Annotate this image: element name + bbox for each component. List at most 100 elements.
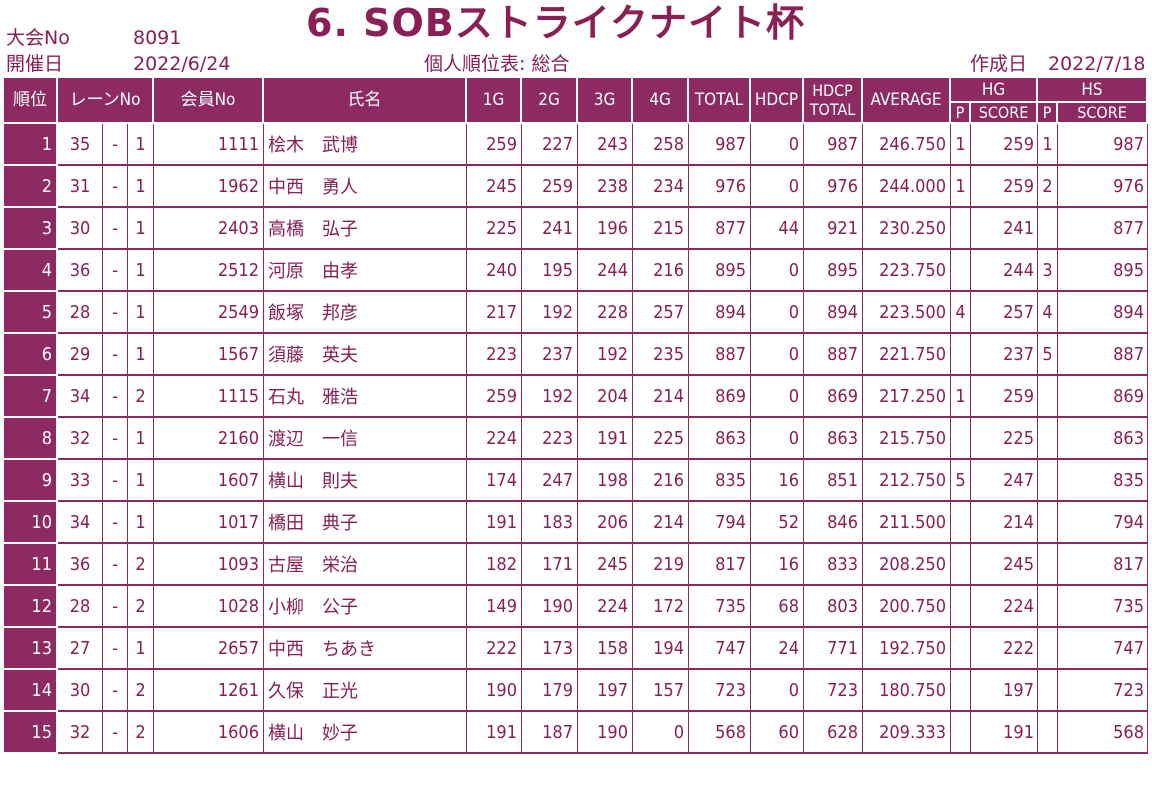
header-game-2: 2G [522,78,579,124]
page-title: 6. SOBストライクナイト杯 [306,1,805,45]
game-2-score: 171 [522,544,579,586]
lane-number: 30 [58,208,103,250]
rank-cell: 8 [4,418,58,460]
handicap-total: 869 [804,376,864,418]
high-game-place [951,712,972,754]
table-row: 13 27-1 2657 中西 ちあき 222 173 158 194 747 24 771 192.… [4,628,1149,670]
game-1-score: 191 [467,712,523,754]
game-2-score: 192 [522,292,579,334]
header-hdcp: HDCP [751,78,805,124]
high-game-score: 244 [971,250,1039,292]
lane-position: 2 [128,670,155,712]
player-name: 河原 由孝 [264,250,468,292]
lane-number: 36 [58,544,103,586]
average-score: 211.500 [863,502,952,544]
game-3-score: 206 [578,502,634,544]
lane-position: 1 [128,502,155,544]
game-2-score: 195 [522,250,579,292]
member-number: 2657 [154,628,265,670]
lane-separator: - [103,586,128,628]
high-series-score: 735 [1058,586,1149,628]
game-4-score: 0 [633,712,690,754]
handicap-total: 723 [804,670,864,712]
average-score: 215.750 [863,418,952,460]
game-4-score: 214 [633,376,690,418]
player-name: 横山 妙子 [264,712,468,754]
total-score: 817 [689,544,752,586]
handicap: 0 [751,292,805,334]
tournament-no-label: 大会No [6,27,70,49]
header-hg-score: SCORE [971,103,1039,124]
handicap-total: 887 [804,334,864,376]
lane-separator: - [103,460,128,502]
handicap: 68 [751,586,805,628]
lane-separator: - [103,418,128,460]
high-game-score: 191 [971,712,1039,754]
game-2-score: 227 [522,124,579,166]
member-number: 2512 [154,250,265,292]
game-3-score: 228 [578,292,634,334]
lane-position: 2 [128,376,155,418]
handicap: 16 [751,544,805,586]
total-score: 747 [689,628,752,670]
game-4-score: 257 [633,292,690,334]
handicap-total: 976 [804,166,864,208]
lane-number: 32 [58,418,103,460]
rank-cell: 7 [4,376,58,418]
player-name: 古屋 栄治 [264,544,468,586]
total-score: 794 [689,502,752,544]
game-3-score: 192 [578,334,634,376]
high-series-score: 887 [1058,334,1149,376]
high-game-score: 257 [971,292,1039,334]
lane-position: 2 [128,586,155,628]
table-row: 6 29-1 1567 須藤 英夫 223 237 192 235 887 0 887 221.750… [4,334,1149,376]
player-name: 中西 勇人 [264,166,468,208]
high-game-place: 1 [951,166,972,208]
high-game-score: 247 [971,460,1039,502]
table-row: 7 34-2 1115 石丸 雅浩 259 192 204 214 869 0 869 217.250… [4,376,1149,418]
handicap: 0 [751,166,805,208]
lane-position: 1 [128,418,155,460]
high-game-score: 222 [971,628,1039,670]
high-series-score: 835 [1058,460,1149,502]
average-score: 217.250 [863,376,952,418]
high-game-place [951,208,972,250]
game-1-score: 222 [467,628,523,670]
high-game-place [951,586,972,628]
player-name: 高橋 弘子 [264,208,468,250]
high-series-score: 747 [1058,628,1149,670]
player-name: 橋田 典子 [264,502,468,544]
handicap: 0 [751,124,805,166]
game-1-score: 224 [467,418,523,460]
game-4-score: 235 [633,334,690,376]
header-hs-place: P [1038,103,1059,124]
high-series-score: 895 [1058,250,1149,292]
game-2-score: 259 [522,166,579,208]
header-total: TOTAL [689,78,752,124]
handicap-total: 833 [804,544,864,586]
high-game-score: 245 [971,544,1039,586]
table-row: 11 36-2 1093 古屋 栄治 182 171 245 219 817 16 833 208.2… [4,544,1149,586]
rank-cell: 14 [4,670,58,712]
handicap-total: 894 [804,292,864,334]
lane-position: 2 [128,544,155,586]
lane-separator: - [103,376,128,418]
average-score: 221.750 [863,334,952,376]
game-1-score: 259 [467,124,523,166]
table-row: 5 28-1 2549 飯塚 邦彦 217 192 228 257 894 0 894 223.500… [4,292,1149,334]
game-1-score: 191 [467,502,523,544]
ranking-table: 順位 レーンNo 会員No 氏名 1G 2G 3G 4G TOTAL HDCP … [4,78,1149,754]
game-1-score: 149 [467,586,523,628]
game-2-score: 237 [522,334,579,376]
header-hs-score: SCORE [1058,103,1149,124]
lane-number: 29 [58,334,103,376]
rank-cell: 5 [4,292,58,334]
game-1-score: 223 [467,334,523,376]
handicap: 60 [751,712,805,754]
header-hdcp-total-line1: HDCP [812,81,853,100]
handicap: 0 [751,670,805,712]
high-series-place: 3 [1038,250,1059,292]
game-3-score: 245 [578,544,634,586]
game-3-score: 224 [578,586,634,628]
lane-position: 1 [128,166,155,208]
